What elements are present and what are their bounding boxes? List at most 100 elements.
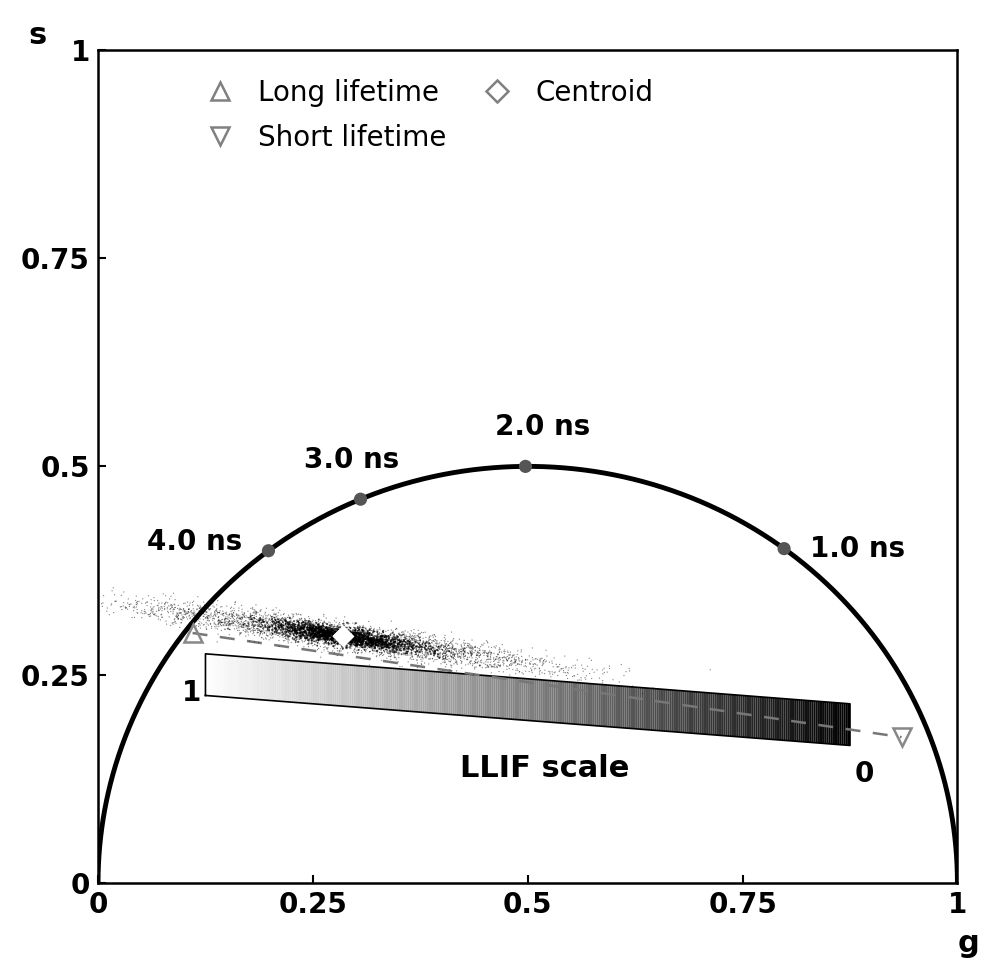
Point <box>426 654 442 669</box>
Point <box>322 632 338 648</box>
Point <box>344 629 360 645</box>
Point <box>432 646 448 661</box>
Point <box>241 617 257 632</box>
Point <box>210 593 226 609</box>
Point <box>173 615 189 630</box>
Point <box>270 619 286 635</box>
Point <box>219 618 235 633</box>
Point <box>377 629 393 645</box>
Polygon shape <box>433 671 435 713</box>
Point <box>453 638 469 654</box>
Point <box>302 618 318 633</box>
Point <box>369 632 385 648</box>
Point <box>379 634 395 650</box>
Point <box>358 634 374 650</box>
Point <box>409 633 425 649</box>
Point <box>317 631 333 647</box>
Point <box>300 636 316 652</box>
Point <box>118 600 134 616</box>
Point <box>321 625 337 641</box>
Point <box>315 626 331 642</box>
Point <box>314 622 330 638</box>
Point <box>322 625 338 641</box>
Text: 1: 1 <box>182 679 201 707</box>
Point <box>328 620 344 636</box>
Point <box>352 634 368 650</box>
Point <box>329 624 345 640</box>
Point <box>582 666 598 682</box>
Point <box>346 632 362 648</box>
Point <box>354 640 370 656</box>
Point <box>334 633 350 649</box>
Point <box>347 637 363 653</box>
Point <box>441 641 457 656</box>
Point <box>466 645 482 660</box>
Point <box>400 641 416 656</box>
Point <box>408 639 424 655</box>
Point <box>496 650 512 665</box>
Point <box>324 627 340 643</box>
Point <box>404 628 420 644</box>
Polygon shape <box>358 665 360 707</box>
Point <box>317 629 333 645</box>
Point <box>367 633 383 649</box>
Point <box>397 631 413 647</box>
Point <box>222 606 238 621</box>
Point <box>75 586 91 602</box>
Point <box>216 618 232 633</box>
Polygon shape <box>392 668 395 710</box>
Point <box>337 630 353 646</box>
Point <box>390 639 406 655</box>
Point <box>525 656 541 672</box>
Point <box>535 656 551 671</box>
Point <box>427 644 443 659</box>
Point <box>447 641 463 656</box>
Point <box>286 620 302 636</box>
Point <box>538 654 554 669</box>
Point <box>435 640 451 656</box>
Point <box>354 643 370 658</box>
Point <box>509 647 525 662</box>
Polygon shape <box>422 671 425 712</box>
Point <box>264 622 280 638</box>
Point <box>411 637 427 653</box>
Point <box>574 657 590 673</box>
Point <box>411 638 427 654</box>
Point <box>270 627 286 643</box>
Point <box>234 610 250 625</box>
Polygon shape <box>311 662 313 704</box>
Point <box>171 602 187 618</box>
Point <box>243 620 259 636</box>
Point <box>463 656 479 671</box>
Point <box>252 615 268 630</box>
Point <box>471 649 487 664</box>
Point <box>256 614 272 629</box>
Point <box>299 620 315 636</box>
Point <box>271 620 287 636</box>
Point <box>321 634 337 650</box>
Point <box>396 646 412 661</box>
Point <box>319 625 335 641</box>
Point <box>191 598 207 614</box>
Point <box>333 628 349 644</box>
Polygon shape <box>526 679 528 721</box>
Point <box>393 647 409 662</box>
Point <box>323 633 339 649</box>
Point <box>446 641 462 656</box>
Point <box>297 618 313 634</box>
Point <box>384 644 400 659</box>
Point <box>302 622 318 638</box>
Point <box>388 627 404 643</box>
Point <box>364 630 380 646</box>
Point <box>268 613 284 628</box>
Point <box>355 633 371 649</box>
Point <box>345 634 361 650</box>
Point <box>469 648 485 663</box>
Point <box>328 629 344 645</box>
Point <box>422 652 438 667</box>
Point <box>541 655 557 670</box>
Point <box>258 631 274 647</box>
Point <box>376 641 392 656</box>
Point <box>319 619 335 635</box>
Point <box>365 626 381 642</box>
